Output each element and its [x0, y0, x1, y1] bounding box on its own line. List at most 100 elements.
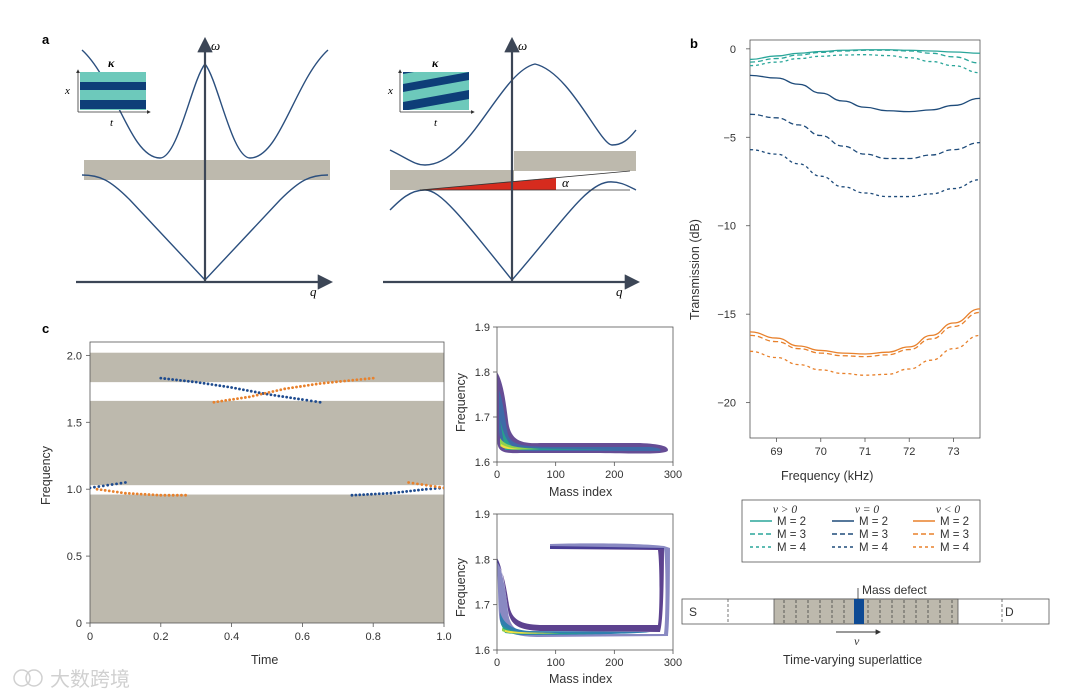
b-ytick-label: 0 [730, 44, 736, 56]
mode-point [115, 490, 119, 494]
mode-point [111, 490, 115, 493]
mode-point [226, 385, 230, 389]
legend-entry: M = 4 [940, 542, 970, 554]
mode-point [228, 398, 232, 402]
mode-point [297, 397, 300, 401]
legend-entry: M = 2 [940, 516, 969, 528]
mode-point [354, 493, 358, 497]
heatmap-xtick-label: 300 [664, 657, 682, 669]
mode-point [405, 490, 409, 493]
transmission-line [750, 49, 980, 64]
mode-point [306, 383, 310, 387]
mode-point [424, 487, 428, 491]
mode-point [413, 489, 416, 492]
mode-point [429, 487, 433, 491]
mode-point [373, 492, 377, 496]
mode-point [389, 491, 393, 495]
legend-entry: M = 2 [777, 516, 806, 528]
mode-point [257, 391, 261, 395]
heatmap-ytick-label: 1.7 [475, 600, 490, 612]
c-xtick-label: 1.0 [436, 631, 451, 643]
b-ytick-label: −5 [723, 132, 736, 144]
mode-point [167, 493, 171, 497]
mode-point [234, 386, 237, 390]
mode-point [397, 490, 401, 494]
mode-point [291, 386, 294, 390]
mode-point [183, 379, 186, 383]
mode-point [167, 377, 171, 381]
transmission-line [750, 54, 980, 74]
transmission-legend: v > 0M = 2M = 3M = 4v = 0M = 2M = 3M = 4… [741, 499, 981, 563]
mode-point [127, 492, 131, 495]
b-xtick-label: 71 [859, 446, 871, 458]
b-xtick-label: 73 [947, 446, 959, 458]
legend-entry: M = 4 [859, 542, 889, 554]
b-xtick-label: 69 [770, 446, 782, 458]
panel-a-label: a [42, 32, 50, 47]
alpha-label: α [562, 175, 570, 190]
mode-point [175, 493, 179, 497]
mode-point [385, 492, 389, 495]
mode-point [299, 385, 302, 388]
transmission-line [750, 311, 980, 358]
mode-point [295, 385, 298, 389]
mode-point [101, 484, 105, 488]
mode-point [309, 399, 313, 403]
mode-point [277, 394, 281, 398]
mode-point [318, 400, 322, 404]
mode-point [305, 398, 309, 402]
t-label: t [434, 117, 438, 129]
legend-header: v < 0 [936, 504, 961, 516]
mode-point [363, 377, 367, 381]
mode-point [355, 378, 359, 382]
watermark-text: 大数跨境 [50, 668, 130, 691]
b-xlabel: Frequency (kHz) [781, 469, 873, 483]
mode-point [371, 376, 375, 380]
mode-point [289, 396, 292, 400]
heatmap-xtick-label: 100 [546, 469, 564, 481]
mode-point [416, 482, 419, 486]
mode-point [135, 492, 139, 496]
mode-point [271, 390, 275, 393]
mode-point [218, 384, 222, 388]
heatmap-bottom-contours [497, 543, 670, 637]
mode-point [347, 379, 351, 382]
mode-point [186, 379, 190, 383]
c-xtick-label: 0.4 [224, 631, 239, 643]
mode-point [184, 493, 187, 497]
mode-point [318, 382, 322, 385]
mode-point [243, 396, 247, 399]
mode-point [220, 399, 224, 403]
mode-point [281, 395, 285, 398]
omega-label: ω [211, 38, 220, 53]
b-ytick-label: −15 [717, 309, 736, 321]
frequency-band [90, 400, 444, 486]
mode-point [90, 486, 92, 490]
b-xtick-label: 70 [815, 446, 827, 458]
heatmap-ytick-label: 1.9 [475, 509, 490, 521]
mode-point [163, 493, 167, 497]
mode-point [420, 488, 424, 492]
b-ylabel: Transmission (dB) [688, 219, 702, 320]
q-label: q [310, 284, 317, 299]
transmission-line [750, 113, 980, 160]
dispersion-upper-shifted [389, 63, 637, 166]
mode-point [381, 492, 385, 496]
mode-point [240, 396, 243, 400]
legend-header: v > 0 [773, 504, 798, 516]
legend-entry: M = 3 [859, 529, 888, 541]
mode-point [171, 493, 175, 497]
mode-point [119, 481, 123, 485]
heatmap-xtick-label: 200 [605, 469, 623, 481]
mode-point [273, 393, 277, 397]
mode-point [155, 493, 159, 497]
mode-point [326, 381, 330, 385]
mode-point [366, 493, 369, 496]
b-ytick-label: −20 [717, 398, 736, 410]
superlattice-diagram: S D Mass defect v Time-varying superlatt… [681, 583, 1050, 667]
legend-entry: M = 3 [940, 529, 969, 541]
mode-point [350, 493, 354, 497]
mode-point [194, 380, 198, 384]
ct-ylabel: Frequency [454, 372, 468, 432]
superlattice-caption: Time-varying superlattice [783, 653, 922, 667]
